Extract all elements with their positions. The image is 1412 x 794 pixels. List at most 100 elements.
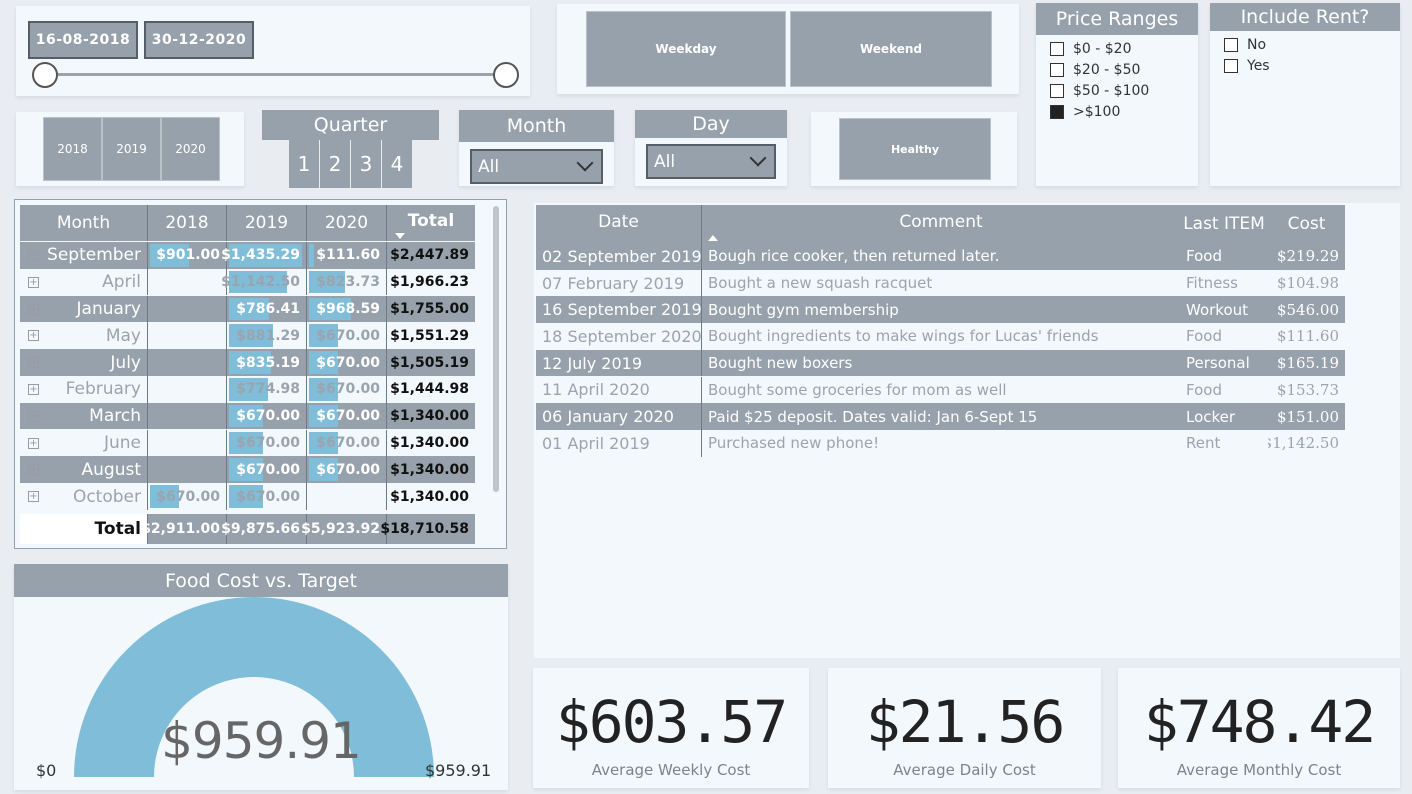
price-option-0-20[interactable]: $0 - $20 bbox=[1050, 38, 1149, 59]
year-2019-button[interactable]: 2019 bbox=[102, 117, 161, 181]
expand-plus-icon[interactable]: + bbox=[28, 410, 39, 422]
cell-value: $2,447.89 bbox=[390, 247, 469, 264]
date-slider-end-handle[interactable] bbox=[493, 62, 519, 88]
cell-value: January bbox=[76, 298, 141, 319]
matrix-row[interactable]: + February $774.98 $670.00 $1,444.98 bbox=[20, 376, 475, 403]
expand-plus-icon[interactable]: + bbox=[28, 384, 39, 395]
include-rent-list: No Yes bbox=[1224, 34, 1270, 76]
quarter-3-button[interactable]: 3 bbox=[351, 140, 381, 188]
matrix-row[interactable]: + April $1,142.50 $823.73 $1,966.23 bbox=[20, 268, 475, 296]
gauge-value: $959.91 bbox=[161, 712, 362, 770]
matrix-cell-total: $1,755.00 bbox=[386, 295, 475, 323]
details-header-date[interactable]: Date bbox=[536, 205, 702, 243]
checkbox-icon[interactable] bbox=[1224, 37, 1238, 52]
cell-value: $786.41 bbox=[236, 300, 300, 317]
monthly-cost-matrix: Month 2018 2019 2020 Total + September $90… bbox=[14, 199, 507, 549]
healthy-button[interactable]: Healthy bbox=[839, 118, 991, 180]
matrix-cell-total: $1,505.19 bbox=[386, 349, 475, 376]
cell-value: $1,340.00 bbox=[390, 488, 469, 505]
expand-plus-icon[interactable]: + bbox=[28, 303, 39, 315]
checkbox-icon[interactable] bbox=[1050, 62, 1064, 77]
matrix-cell-2020: $670.00 bbox=[306, 429, 386, 457]
year-2020-button[interactable]: 2020 bbox=[161, 117, 220, 181]
details-cell-item: Personal bbox=[1186, 354, 1250, 373]
date-slider-track[interactable] bbox=[46, 73, 506, 76]
matrix-cell-2019: $670.00 bbox=[226, 429, 306, 457]
matrix-row[interactable]: + July $835.19 $670.00 $1,505.19 bbox=[20, 349, 475, 376]
expand-plus-icon[interactable]: + bbox=[28, 330, 39, 342]
checkbox-icon[interactable] bbox=[1050, 41, 1064, 56]
cell-value: $1,444.98 bbox=[390, 381, 469, 398]
expand-plus-icon[interactable]: + bbox=[28, 276, 39, 288]
end-date-field[interactable]: 30-12-2020 bbox=[144, 21, 254, 59]
expand-plus-icon[interactable]: + bbox=[28, 357, 39, 369]
matrix-cell-2018: $901.00 bbox=[147, 242, 226, 269]
start-date-field[interactable]: 16-08-2018 bbox=[28, 21, 138, 59]
matrix-row-month: + March bbox=[20, 403, 147, 430]
matrix-cell-2018 bbox=[147, 429, 226, 457]
matrix-row[interactable]: + August $670.00 $670.00 $1,340.00 bbox=[20, 456, 475, 484]
cell-value: $670.00 bbox=[236, 488, 300, 505]
year-2018-button[interactable]: 2018 bbox=[43, 117, 102, 181]
details-row[interactable]: 06 January 2020 Paid $25 deposit. Dates v… bbox=[536, 403, 1345, 430]
details-row[interactable]: 11 April 2020 Bought some groceries for m… bbox=[536, 376, 1345, 404]
cell-value: $1,755.00 bbox=[390, 300, 469, 317]
kpi-monthly-cost: $748.42 Average Monthly Cost bbox=[1118, 668, 1400, 788]
data-bar bbox=[309, 404, 339, 428]
matrix-row[interactable]: + October $670.00 $670.00 $1,340.00 bbox=[20, 483, 475, 510]
details-row[interactable]: 02 September 2019 Bough rice cooker, then… bbox=[536, 243, 1345, 270]
cell-value: $1,340.00 bbox=[390, 461, 469, 478]
date-slider-start-handle[interactable] bbox=[32, 62, 58, 88]
checkbox-checked-icon[interactable] bbox=[1050, 104, 1064, 119]
kpi-value: $603.57 bbox=[555, 688, 788, 756]
matrix-header-month[interactable]: Month bbox=[56, 213, 111, 233]
checkbox-icon[interactable] bbox=[1050, 83, 1064, 98]
details-row[interactable]: 01 April 2019 Purchased new phone! Rent $1,… bbox=[536, 429, 1345, 457]
data-bar bbox=[309, 270, 345, 294]
rent-option-no[interactable]: No bbox=[1224, 34, 1270, 55]
cell-value: August bbox=[81, 459, 142, 480]
details-row[interactable]: 07 February 2019 Bought a new squash racq… bbox=[536, 269, 1345, 297]
checkbox-icon[interactable] bbox=[1224, 58, 1238, 73]
price-option-over-100[interactable]: >$100 bbox=[1050, 101, 1149, 122]
expand-plus-icon[interactable]: + bbox=[28, 491, 39, 503]
matrix-cell-total: $1,340.00 bbox=[386, 483, 475, 510]
expand-plus-icon[interactable]: + bbox=[28, 250, 39, 261]
details-cell-cost: $151.00 bbox=[1276, 407, 1339, 426]
rent-option-yes[interactable]: Yes bbox=[1224, 55, 1270, 76]
details-header-comment[interactable]: Comment bbox=[702, 205, 1180, 243]
quarter-2-button[interactable]: 2 bbox=[320, 140, 350, 188]
details-row[interactable]: 12 July 2019 Bought new boxers Personal $16… bbox=[536, 349, 1345, 377]
year-panel: 2018 2019 2020 bbox=[16, 112, 244, 186]
expand-plus-icon[interactable]: + bbox=[28, 464, 39, 476]
matrix-scrollbar[interactable] bbox=[493, 206, 499, 492]
details-row[interactable]: 16 September 2019 Bought gym membership Wo… bbox=[536, 296, 1345, 324]
quarter-1-button[interactable]: 1 bbox=[289, 140, 319, 188]
matrix-row[interactable]: + June $670.00 $670.00 $1,340.00 bbox=[20, 429, 475, 457]
day-dropdown[interactable]: All bbox=[646, 144, 776, 179]
matrix-header-2018[interactable]: 2018 bbox=[147, 205, 226, 241]
details-cell-item: Rent bbox=[1186, 434, 1221, 453]
matrix-row[interactable]: + September $901.00 $1,435.29 $111.60 $2,447.… bbox=[20, 242, 475, 269]
matrix-header-2020[interactable]: 2020 bbox=[306, 205, 386, 241]
details-header-cost[interactable]: Cost bbox=[1287, 214, 1326, 234]
kpi-value: $21.56 bbox=[865, 688, 1066, 756]
month-dropdown[interactable]: All bbox=[470, 149, 603, 184]
matrix-header-total[interactable]: Total bbox=[386, 205, 475, 241]
matrix-row[interactable]: + March $670.00 $670.00 $1,340.00 bbox=[20, 402, 475, 430]
weekend-button[interactable]: Weekend bbox=[790, 11, 992, 87]
quarter-4-button[interactable]: 4 bbox=[382, 140, 412, 188]
matrix-row[interactable]: + January $786.41 $968.59 $1,755.00 bbox=[20, 295, 475, 323]
cell-value: $670.00 bbox=[156, 488, 220, 505]
details-header-item[interactable]: Last ITEM bbox=[1183, 214, 1265, 234]
day-filter-title: Day bbox=[635, 110, 787, 138]
rent-option-label: No bbox=[1247, 36, 1267, 53]
weekday-button[interactable]: Weekday bbox=[586, 11, 786, 87]
matrix-header-2019[interactable]: 2019 bbox=[226, 205, 306, 241]
matrix-row[interactable]: + May $881.29 $670.00 $1,551.29 bbox=[20, 322, 475, 350]
price-option-20-50[interactable]: $20 - $50 bbox=[1050, 59, 1149, 80]
price-option-50-100[interactable]: $50 - $100 bbox=[1050, 80, 1149, 101]
matrix-total-row: Total $2,911.00 $9,875.66 $5,923.92 $18,… bbox=[20, 514, 475, 544]
details-row[interactable]: 18 September 2020 Bought ingredients to m… bbox=[536, 323, 1345, 350]
expand-plus-icon[interactable]: + bbox=[28, 437, 39, 449]
